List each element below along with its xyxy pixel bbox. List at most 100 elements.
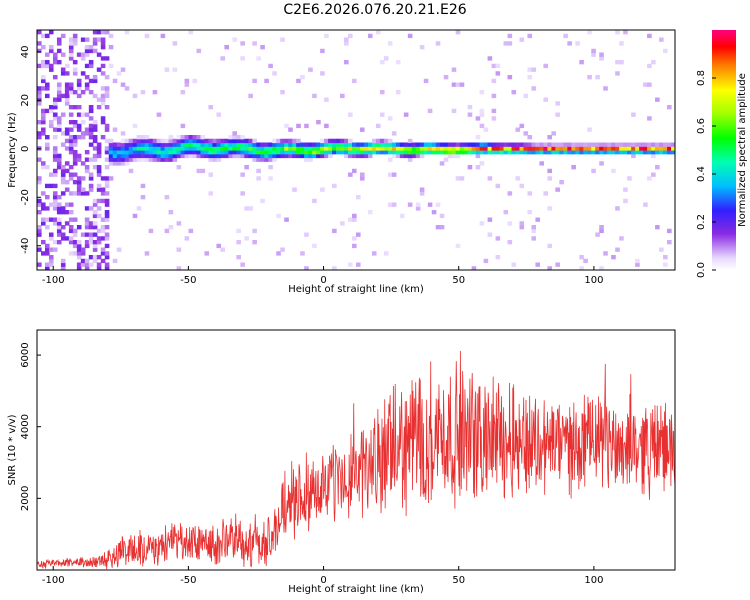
heatmap-cell-1169 (519, 123, 525, 129)
heatmap-cell-1028 (423, 78, 429, 84)
heatmap-cell-785 (276, 146, 281, 151)
heatmap-cell-688 (228, 146, 233, 151)
heatmap-cell-378 (96, 150, 102, 155)
heatmap-cell-1108 (483, 258, 489, 264)
heatmap-cell-602 (180, 135, 186, 140)
heatmap-cell-662 (212, 146, 218, 151)
heatmap-cell-882 (336, 150, 341, 155)
heatmap-cell-112 (52, 56, 58, 61)
heatmap-cell-547 (156, 157, 162, 162)
heatmap-cell-1334 (643, 202, 648, 207)
heatmap-cell-332 (88, 60, 94, 65)
heatmap-cell-1091 (471, 142, 477, 147)
heatmap-cell-1317 (627, 176, 632, 181)
heatmap-cell-1227 (555, 101, 560, 106)
heatmap-cell-348 (92, 157, 98, 162)
heatmap-cell-638 (200, 153, 206, 159)
heatmap-cell-1090 (471, 146, 477, 151)
heatmap-cell-315 (88, 206, 94, 211)
heatmap-cell-953 (375, 123, 381, 129)
heatmap-cell-411 (100, 30, 106, 35)
heatmap-cell-400 (100, 116, 106, 121)
heatmap-cell-998 (403, 142, 409, 147)
heatmap-cell-131 (56, 116, 62, 121)
heatmap-cell-558 (160, 142, 166, 147)
heatmap-cell-568 (164, 138, 170, 144)
heatmap-cell-427 (104, 180, 110, 185)
heatmap-cell-1337 (643, 142, 648, 147)
heatmap-cell-743 (252, 78, 257, 84)
heatmap-cell-1264 (591, 168, 596, 174)
heatmap-cell-669 (216, 146, 222, 151)
heatmap-cell-1300 (615, 146, 620, 151)
heatmap-cell-896 (344, 138, 349, 144)
heatmap-cell-1049 (439, 142, 445, 147)
heatmap-cell-164 (64, 221, 70, 226)
heatmap-cell-925 (356, 146, 361, 151)
heatmap-cell-99 (52, 157, 58, 162)
heatmap-cell-632 (196, 146, 202, 151)
heatmap-cell-591 (176, 153, 182, 159)
heatmap-cell-114 (56, 240, 62, 245)
heatmap-cell-1160 (515, 146, 521, 151)
heatmap-cell-857 (320, 146, 325, 151)
heatmap-cell-974 (387, 138, 393, 144)
heatmap-cell-3 (37, 228, 42, 234)
heatmap-cell-31 (40, 165, 46, 170)
heatmap-cell-397 (100, 176, 106, 181)
heatmap-cell-1124 (491, 108, 497, 114)
heatmap-cell-762 (264, 150, 269, 155)
heatmap-cell-257 (76, 112, 82, 117)
heatmap-cell-130 (56, 120, 62, 125)
heatmap-cell-406 (100, 63, 106, 69)
heatmap-cell-181 (64, 71, 70, 76)
heatmap-cell-1034 (431, 210, 437, 215)
heatmap-cell-1265 (591, 150, 596, 155)
heatmap-cell-659 (212, 157, 218, 162)
heatmap-cell-1366 (663, 150, 668, 155)
heatmap-cell-692 (232, 153, 237, 159)
heatmap-cell-1061 (451, 146, 457, 151)
heatmap-cell-1222 (555, 187, 560, 192)
heatmap-cell-585 (172, 67, 178, 72)
heatmap-cell-897 (344, 60, 349, 65)
heatmap-cell-108 (52, 101, 58, 106)
heatmap-cell-680 (224, 153, 229, 159)
heatmap-cell-675 (220, 150, 226, 155)
heatmap-cell-959 (379, 112, 385, 117)
heatmap-cell-644 (204, 251, 210, 256)
heatmap-cell-536 (148, 150, 154, 155)
heatmap-cell-707 (236, 138, 241, 144)
heatmap-cell-1197 (535, 142, 541, 147)
heatmap-cell-1203 (543, 150, 548, 155)
heatmap-cell-192 (68, 176, 74, 181)
heatmap-cell-249 (76, 183, 82, 189)
heatmap-cell-510 (136, 146, 142, 151)
botXTicks-label-4: 100 (584, 575, 603, 586)
heatmap-cell-69 (48, 258, 54, 264)
heatmap-cell-324 (88, 127, 94, 132)
heatmap-cell-299 (84, 112, 90, 117)
heatmap-cell-574 (168, 150, 174, 155)
heatmap-cell-788 (280, 247, 285, 252)
heatmap-cell-1209 (547, 243, 552, 249)
heatmap-cell-1043 (435, 41, 441, 46)
heatmap-cell-1025 (423, 150, 429, 155)
heatmap-cell-885 (336, 138, 341, 144)
heatmap-cell-345 (92, 202, 98, 207)
heatmap-cell-929 (359, 153, 365, 159)
botXTicks-label-1: -50 (180, 575, 196, 586)
heatmap-cell-901 (348, 217, 353, 222)
heatmap-cell-544 (152, 142, 158, 147)
heatmap-cell-1143 (503, 41, 509, 46)
heatmap-cell-488 (124, 86, 130, 91)
heatmap-cell-1168 (519, 142, 525, 147)
heatmap-cell-195 (68, 150, 74, 155)
heatmap-cell-847 (312, 142, 317, 147)
heatmap-cell-772 (268, 142, 273, 147)
heatmap-cell-290 (84, 217, 90, 222)
heatmap-cell-431 (104, 150, 110, 155)
heatmap-cell-631 (196, 150, 202, 155)
heatmap-cell-1079 (463, 150, 469, 155)
heatmap-cell-1134 (495, 71, 501, 76)
